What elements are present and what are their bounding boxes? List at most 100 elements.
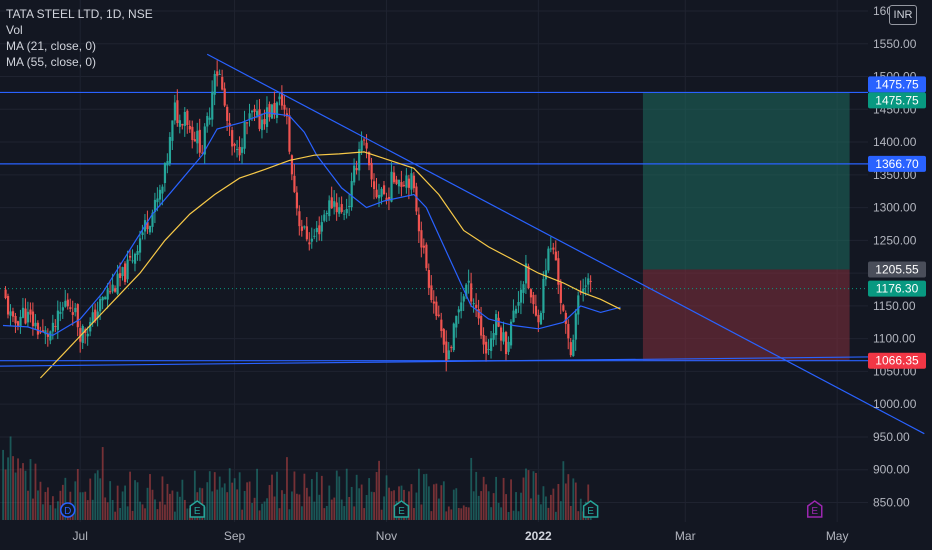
candle-body (54, 325, 57, 327)
candle-body (131, 260, 134, 262)
volume-bar (121, 491, 124, 520)
earnings-marker[interactable] (189, 500, 205, 518)
candle-body (151, 212, 154, 227)
price-label: 1176.30 (876, 282, 919, 296)
candle-body (138, 238, 142, 253)
volume-bar (44, 491, 47, 520)
candle-body (211, 91, 214, 120)
volume-bar (442, 481, 445, 520)
candle-body (465, 284, 468, 297)
candle-body (377, 194, 381, 199)
volume-bar (14, 472, 17, 520)
legend-volume[interactable]: Vol (6, 23, 23, 37)
candle-body (153, 199, 157, 212)
candle-body (495, 314, 498, 336)
volume-bar (335, 470, 338, 520)
earnings-marker[interactable] (806, 500, 823, 518)
candle-body (176, 100, 179, 124)
legend-ma55[interactable]: MA (55, close, 0) (6, 55, 97, 69)
candle-body (427, 270, 430, 288)
candle-body (51, 322, 54, 332)
horizontal-levels[interactable] (0, 91, 868, 362)
candle-body (56, 310, 59, 330)
chart-legend: TATA STEEL LTD, 1D, NSE Vol MA (21, clos… (6, 6, 153, 70)
time-axis[interactable]: Jul Sep Nov 2022 Mar May (73, 529, 849, 543)
volume-bar (345, 468, 348, 520)
candle-body (425, 244, 428, 269)
volume-bar (149, 474, 151, 520)
candle-body (66, 299, 69, 307)
candle-body (589, 280, 592, 282)
legend-ma21[interactable]: MA (21, close, 0) (6, 39, 97, 53)
candle-body (417, 214, 421, 232)
dividend-marker[interactable] (59, 502, 76, 518)
event-marker-label: E (587, 506, 594, 517)
candle-body (158, 189, 162, 200)
candle-body (455, 315, 458, 328)
volume-bar (375, 472, 378, 520)
position-zones[interactable] (642, 92, 850, 361)
candle-body (89, 321, 92, 332)
candle-body (500, 327, 503, 341)
earnings-marker[interactable] (393, 500, 410, 518)
candle-body (368, 151, 371, 166)
volume-bar (49, 505, 52, 520)
candle-body (345, 208, 348, 214)
trendline[interactable] (0, 355, 925, 367)
trendlines[interactable] (0, 53, 925, 435)
volume-bar (213, 472, 216, 520)
volume-bar (84, 491, 87, 520)
volume-bar (208, 471, 211, 520)
candle-body (168, 137, 172, 164)
candle-body (216, 71, 219, 76)
volume-bar (492, 493, 495, 520)
candle-body (519, 289, 523, 303)
volume-bar (385, 475, 388, 520)
volume-bar (425, 473, 428, 520)
earnings-marker[interactable] (582, 500, 599, 518)
volume-bar (276, 471, 278, 520)
volume-bar (76, 469, 79, 520)
candle-body (290, 155, 294, 175)
candle-body (537, 314, 540, 323)
volume-bar (131, 510, 134, 520)
candle-body (166, 161, 169, 166)
candle-body (447, 350, 450, 360)
candle-body (387, 197, 391, 201)
volume-bar (365, 495, 368, 520)
volume-bar (126, 506, 129, 520)
candle-body (186, 110, 189, 126)
volume-bar (288, 509, 291, 520)
volume-bars (2, 436, 592, 520)
candle-body (128, 255, 132, 258)
candle-body (193, 139, 196, 142)
volume-bar (253, 497, 256, 520)
candle-body (183, 112, 186, 126)
price-label: 1366.70 (875, 157, 919, 171)
ma55-line (39, 151, 621, 379)
legend-title[interactable]: TATA STEEL LTD, 1D, NSE (6, 7, 153, 21)
volume-bar (413, 508, 415, 520)
currency-badge[interactable]: INR (889, 5, 917, 25)
volume-bar (286, 457, 288, 520)
volume-bar (293, 471, 296, 520)
volume-bar (186, 508, 189, 520)
volume-bar (261, 503, 263, 520)
candle-body (549, 248, 552, 250)
candle-body (470, 283, 473, 302)
stop-zone[interactable] (642, 269, 850, 361)
candle-body (527, 266, 530, 289)
candle-body (36, 322, 40, 335)
volume-bar (465, 506, 468, 520)
candle-body (233, 144, 236, 146)
volume-bar (159, 501, 161, 520)
trendline[interactable] (206, 53, 925, 435)
volume-bar (373, 492, 376, 520)
candle-body (278, 96, 281, 100)
candle-body (442, 329, 445, 345)
target-zone[interactable] (642, 92, 850, 270)
volume-bar (54, 508, 57, 520)
price-tick-label: 1550.00 (873, 37, 917, 51)
